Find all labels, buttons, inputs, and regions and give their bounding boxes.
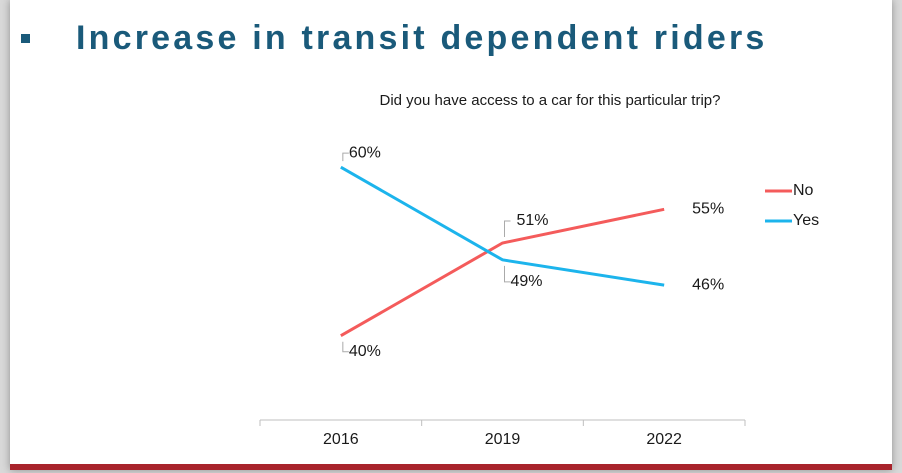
bottom-rule [10,464,892,470]
data-label: 46% [692,276,724,293]
x-tick-label: 2022 [646,431,682,448]
chart: Increase in transit dependent riders Did… [10,19,892,470]
line [340,165,665,287]
data-label: 51% [517,212,549,229]
legend-label: Yes [793,212,819,229]
data-label: 55% [692,201,724,218]
slide-title: Increase in transit dependent riders [76,19,768,57]
leader [342,152,349,162]
x-tick-label: 2016 [323,431,359,448]
leader [504,220,511,237]
data-label: 49% [511,273,543,290]
line [340,207,665,338]
x-tick-label: 2019 [485,431,521,448]
leader [504,265,511,283]
data-label: 60% [349,144,381,161]
bullet [21,34,30,43]
slide: Increase in transit dependent riders Did… [10,0,892,470]
data-label: 40% [349,343,381,360]
legend-label: No [793,182,814,199]
leader [342,341,349,353]
chart-title: Did you have access to a car for this pa… [380,92,721,109]
